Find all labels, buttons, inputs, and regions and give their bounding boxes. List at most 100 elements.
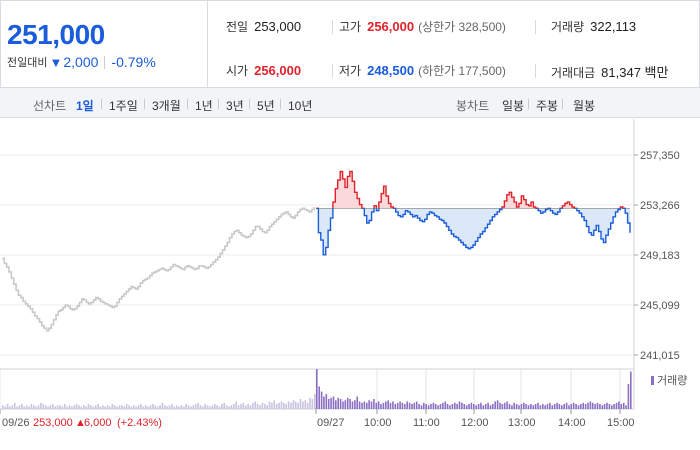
period-1y[interactable]: 1년	[195, 99, 213, 113]
period-1w[interactable]: 1주일	[109, 99, 138, 113]
volume-bar	[268, 401, 271, 409]
volume-bar	[468, 404, 470, 409]
x-tick-label: 10:00	[364, 417, 392, 429]
prev-day-series	[2, 207, 315, 332]
volume-bar	[480, 402, 482, 410]
volume-bar	[392, 401, 394, 409]
candle-weekly[interactable]: 주봉	[536, 99, 559, 113]
stat-value: 256,000	[254, 63, 302, 78]
volume-bar	[40, 402, 42, 410]
candle-daily[interactable]: 일봉	[502, 99, 525, 113]
volume-bar	[223, 402, 226, 410]
volume-bar	[97, 404, 99, 409]
price-change-row: 전일대비 ▼ 2,000 -0.79%	[7, 54, 156, 70]
volume-bar	[209, 406, 211, 409]
volume-bar	[580, 404, 582, 409]
volume-bar	[594, 404, 596, 409]
stat-label: 고가	[339, 20, 362, 34]
volume-bar	[425, 404, 427, 409]
volume-bar	[601, 405, 604, 410]
volume-bar	[427, 405, 430, 410]
volume-bar	[130, 406, 133, 409]
volume-bar	[197, 402, 199, 410]
volume-bar	[133, 405, 135, 410]
x-axis: 09/27 10:00 11:00 12:00 13:00 14:00 15:00	[0, 409, 635, 429]
today-line-down	[316, 208, 631, 256]
volume-bar	[235, 401, 237, 409]
divider	[332, 64, 333, 78]
volume-bar	[113, 405, 116, 410]
divider	[144, 99, 145, 109]
volume-bar	[92, 406, 95, 409]
prev-day-change: 6,000	[84, 417, 112, 429]
volume-bar	[128, 405, 130, 410]
volume-bar	[285, 404, 287, 409]
volume-bar	[446, 404, 449, 409]
x-tick-label: 13:00	[508, 417, 536, 429]
y-tick-label: 241,015	[640, 350, 680, 362]
volume-bar	[503, 402, 506, 410]
divider	[187, 99, 188, 109]
price-stats: 전일 253,000 고가 256,000 (상한가 328,500) 거래량 …	[207, 0, 700, 88]
volume-bar	[589, 401, 592, 409]
stat-low: 저가 248,500 (하한가 177,500)	[339, 62, 506, 79]
volume-bar	[35, 406, 37, 409]
volume-bar	[418, 404, 420, 409]
volume-bar	[380, 404, 382, 409]
volume-bar	[123, 406, 126, 409]
volume-bar	[337, 397, 339, 410]
current-price: 251,000	[7, 19, 105, 50]
volume-bars	[2, 369, 632, 410]
prev-day-date: 09/26	[2, 417, 30, 429]
volume-bar	[537, 402, 539, 410]
volume-bar	[171, 404, 173, 409]
volume-bar	[30, 404, 33, 409]
stat-prev-close: 전일 253,000	[226, 18, 301, 35]
volume-bar	[214, 404, 216, 409]
volume-bar	[603, 404, 606, 409]
candle-monthly[interactable]: 월봉	[573, 99, 596, 113]
volume-bar	[311, 399, 314, 409]
divider	[249, 99, 250, 109]
volume-bar	[23, 406, 25, 409]
volume-bar	[164, 405, 166, 410]
volume-bar	[575, 404, 577, 409]
volume-bar	[80, 406, 83, 409]
period-5y[interactable]: 5년	[257, 99, 275, 113]
volume-bar	[556, 402, 558, 410]
volume-bar	[361, 402, 363, 410]
volume-bar	[323, 396, 325, 409]
volume-bar	[606, 402, 608, 410]
volume-bar	[415, 401, 418, 409]
prev-day-pct: (+2.43%)	[117, 417, 162, 429]
period-10y[interactable]: 10년	[288, 99, 313, 113]
volume-bar	[385, 401, 387, 409]
volume-bar	[404, 404, 406, 409]
volume-bar	[187, 405, 190, 410]
volume-bar	[492, 404, 494, 409]
volume-bar	[83, 405, 85, 410]
volume-bar	[2, 405, 4, 410]
period-3y[interactable]: 3년	[226, 99, 244, 113]
period-1d[interactable]: 1일	[76, 99, 94, 113]
period-3m[interactable]: 3개월	[152, 99, 181, 113]
volume-bar	[247, 404, 249, 409]
volume-bar	[584, 404, 587, 409]
volume-bar	[627, 384, 630, 409]
volume-bar	[21, 404, 23, 409]
volume-bar	[458, 401, 461, 409]
volume-bar	[342, 401, 344, 409]
volume-bar	[527, 405, 530, 410]
volume-bar	[87, 404, 90, 409]
volume-bar	[166, 406, 168, 409]
volume-bar	[292, 400, 295, 410]
volume-bar	[377, 401, 380, 409]
volume-bar	[85, 406, 87, 409]
volume-bar	[147, 406, 149, 409]
volume-bar	[525, 404, 527, 409]
volume-bar	[254, 401, 257, 409]
x-tick-label: 09/27	[317, 417, 345, 429]
volume-bar	[218, 406, 221, 409]
volume-bar	[71, 406, 73, 409]
